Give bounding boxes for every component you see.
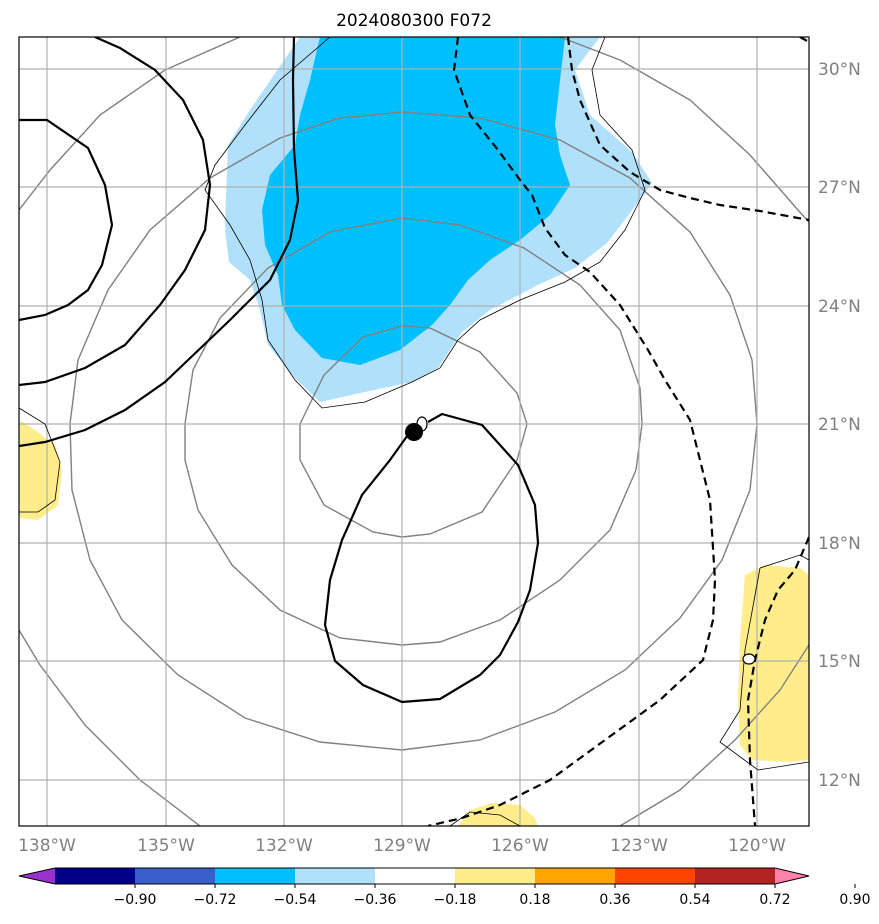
colorbar-extend-high (775, 868, 809, 884)
lon-tick-label: 120°W (728, 836, 786, 856)
colorbar-swatch (695, 868, 776, 884)
lat-tick-label: 15°N (818, 652, 861, 672)
fill-yellow-right (738, 565, 809, 762)
colorbar-outline (18, 867, 810, 885)
colorbar-tick-label: 0.54 (679, 892, 710, 908)
lon-tick-label: 129°W (373, 836, 431, 856)
map-frame (18, 36, 810, 827)
lon-tick-label: 138°W (18, 836, 76, 856)
colorbar-tick-label: −0.18 (434, 892, 477, 908)
map-panel (19, 37, 809, 826)
colorbar-swatch (455, 868, 536, 884)
colorbar-tick-label: −0.36 (354, 892, 397, 908)
colorbar: −0.90 −0.72 −0.54 −0.36 −0.18 0.18 0.36 0.54 0.7… (18, 867, 871, 908)
lat-lon-grid (19, 37, 809, 826)
thin-outlines (19, 37, 809, 826)
colorbar-swatch (55, 868, 136, 884)
colorbar-tick-label: 0.72 (759, 892, 790, 908)
chart-title: 2024080300 F072 (336, 11, 492, 31)
dashed-contours (427, 37, 809, 826)
lat-tick-labels: 30°N 27°N 24°N 21°N 18°N 15°N 12°N (818, 60, 861, 791)
colorbar-swatch (295, 868, 376, 884)
lat-tick-label: 21°N (818, 415, 861, 435)
lon-tick-label: 123°W (610, 836, 668, 856)
fill-yellow-left (19, 420, 62, 520)
contour-labels (416, 416, 756, 665)
lat-tick-label: 24°N (818, 297, 861, 317)
solid-contours (19, 37, 540, 704)
colorbar-tick-label: 0.90 (839, 892, 870, 908)
colorbar-swatch (215, 868, 296, 884)
colorbar-swatch (535, 868, 616, 884)
colorbar-extend-low (19, 868, 55, 884)
lon-tick-label: 132°W (255, 836, 313, 856)
colorbar-tick-label: −0.90 (114, 892, 157, 908)
lat-tick-label: 27°N (818, 178, 861, 198)
colorbar-swatch (135, 868, 216, 884)
colorbar-swatch (615, 868, 696, 884)
lat-tick-label: 12°N (818, 771, 861, 791)
lon-tick-label: 135°W (137, 836, 195, 856)
lon-tick-label: 126°W (491, 836, 549, 856)
colorbar-tick-label: −0.54 (274, 892, 317, 908)
storm-center-marker (405, 423, 423, 441)
lat-tick-label: 18°N (818, 534, 861, 554)
lat-tick-label: 30°N (818, 60, 861, 80)
colorbar-tick-label: −0.72 (194, 892, 237, 908)
colorbar-swatch (375, 868, 456, 884)
colorbar-tick-label: 0.36 (599, 892, 630, 908)
lon-tick-labels: 138°W 135°W 132°W 129°W 126°W 123°W 120°… (18, 836, 786, 856)
colorbar-tick-label: 0.18 (519, 892, 550, 908)
